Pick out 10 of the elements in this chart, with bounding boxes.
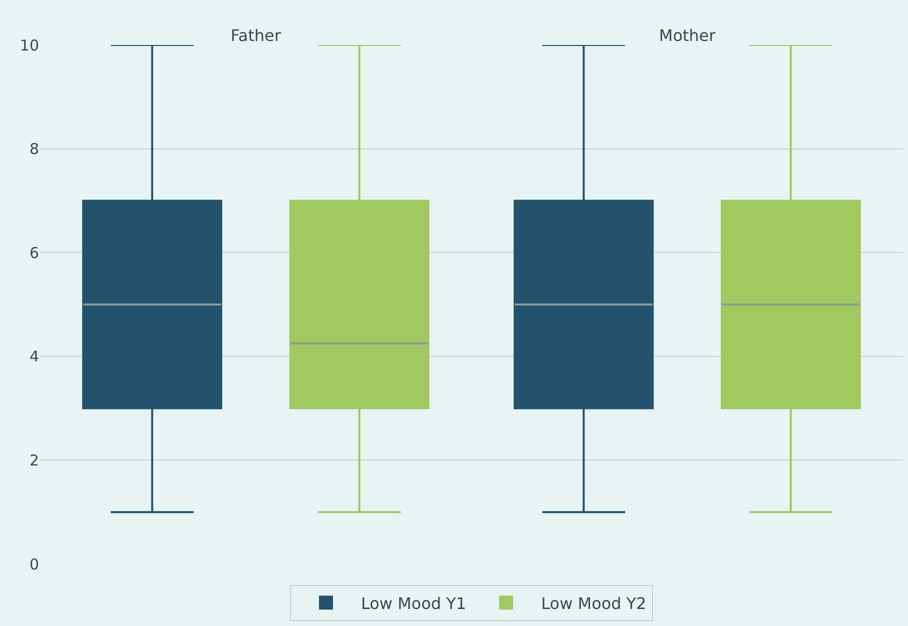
y-tick-label: 2 [29,451,39,470]
x-tick-label: Father [230,26,282,45]
y-tick-label: 4 [29,348,39,366]
y-tick-label: 0 [29,555,39,574]
x-tick-label: Mother [659,26,716,45]
legend-label: Low Mood Y2 [541,594,646,613]
y-tick-label: 8 [29,140,39,158]
y-tick-label: 10 [20,36,39,54]
legend-label: Low Mood Y1 [361,594,466,613]
y-tick-label: 6 [29,244,39,262]
